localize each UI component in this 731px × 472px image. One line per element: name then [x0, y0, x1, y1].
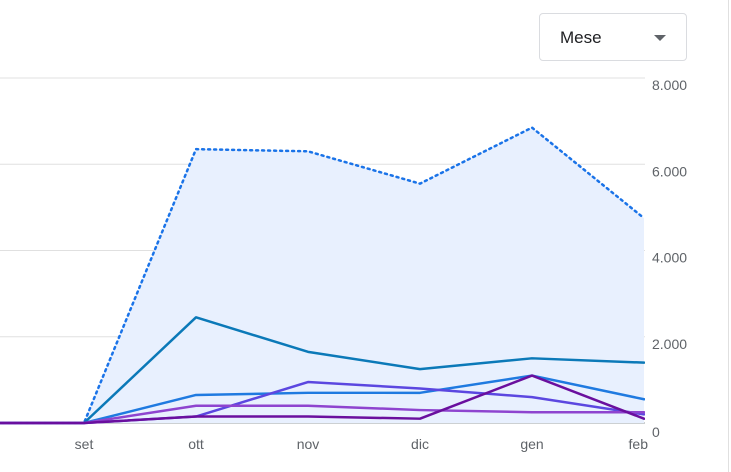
y-tick-label: 2.000	[652, 336, 687, 352]
y-tick-label: 0	[652, 424, 660, 440]
x-tick-label: nov	[297, 436, 320, 452]
frame-edge	[728, 0, 729, 472]
period-select[interactable]: Mese	[539, 13, 687, 61]
series-line-1	[0, 126, 645, 425]
period-select-value: Mese	[560, 28, 602, 47]
x-axis-ticks: set ott nov dic gen feb	[75, 436, 649, 452]
y-axis-ticks: 0 2.000 4.000 6.000 8.000	[652, 77, 687, 440]
series-line-6	[0, 374, 645, 425]
x-tick-label: set	[75, 436, 94, 452]
x-tick-label: feb	[629, 436, 649, 452]
x-tick-label: dic	[411, 436, 429, 452]
chevron-down-icon	[654, 35, 666, 41]
x-tick-label: gen	[520, 436, 543, 452]
y-tick-label: 8.000	[652, 77, 687, 93]
series-lines	[0, 126, 645, 425]
y-tick-label: 6.000	[652, 163, 687, 179]
y-tick-label: 4.000	[652, 250, 687, 266]
x-tick-label: ott	[188, 436, 204, 452]
